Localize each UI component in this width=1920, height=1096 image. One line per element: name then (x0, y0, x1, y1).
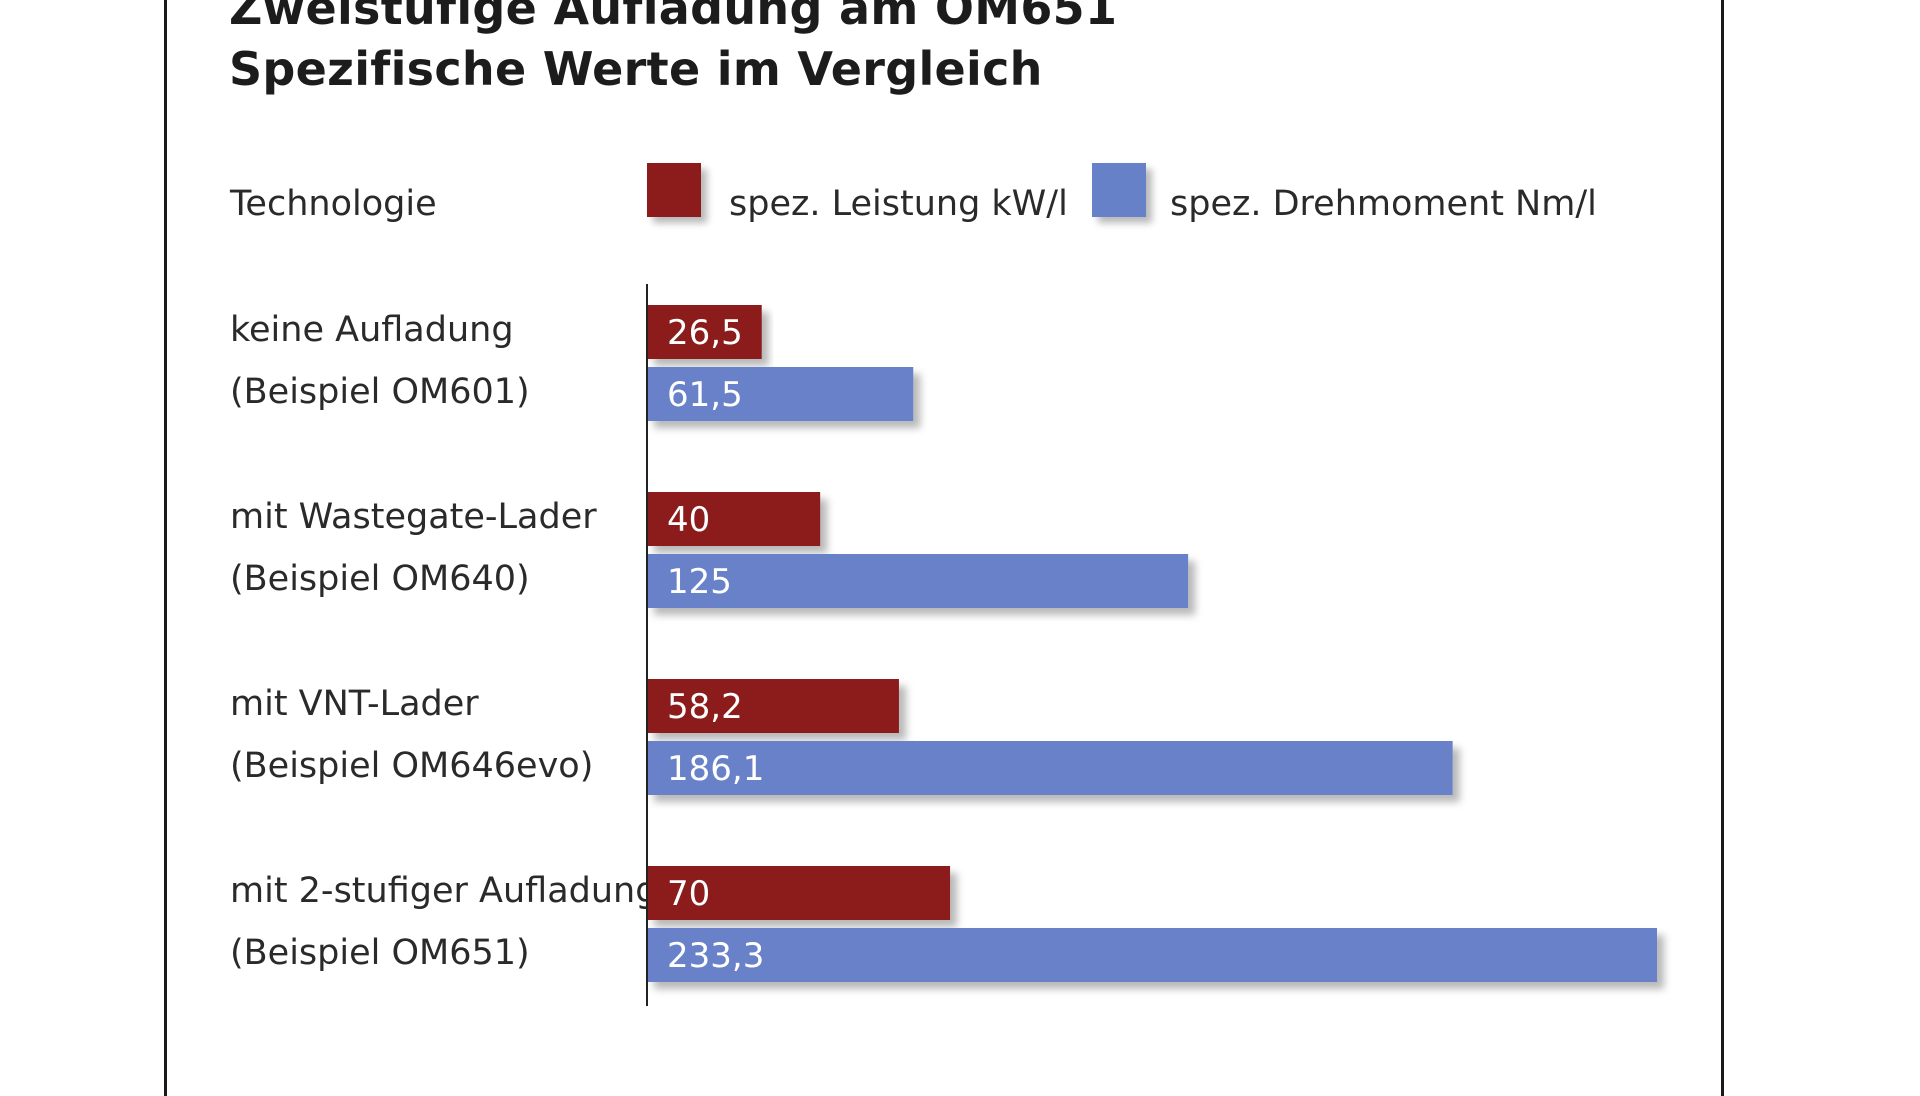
bar-value-drehmoment-4: 233,3 (667, 936, 764, 976)
category-label-1-line-2: (Beispiel OM601) (230, 372, 530, 412)
bar-value-drehmoment-1: 61,5 (667, 375, 743, 415)
bar-drehmoment-3 (647, 741, 1453, 795)
category-label-1-line-1: keine Aufladung (230, 310, 514, 350)
category-label-3-line-2: (Beispiel OM646evo) (230, 746, 594, 786)
chart-frame (164, 0, 1724, 1096)
bar-leistung-2 (647, 492, 821, 546)
legend-swatch-leistung (647, 163, 701, 217)
chart-title-line-1: Zweistufige Aufladung am OM651 (229, 0, 1118, 35)
category-label-3-line-1: mit VNT-Lader (230, 684, 479, 724)
category-header: Technologie (230, 184, 437, 224)
category-label-4-line-2: (Beispiel OM651) (230, 933, 530, 973)
category-label-2-line-1: mit Wastegate-Lader (230, 497, 597, 537)
bar-drehmoment-4 (647, 928, 1657, 982)
chart-title-line-2: Spezifische Werte im Vergleich (229, 42, 1043, 96)
bar-leistung-4 (647, 866, 951, 920)
chart-title: Zweistufige Aufladung am OM651 Spezifisc… (229, 0, 1117, 100)
bar-value-leistung-4: 70 (667, 874, 710, 914)
bar-value-leistung-1: 26,5 (667, 313, 743, 353)
legend-label-drehmoment: spez. Drehmoment Nm/l (1170, 184, 1597, 224)
bar-value-leistung-2: 40 (667, 500, 710, 540)
bar-value-leistung-3: 58,2 (667, 687, 743, 727)
bar-leistung-3 (647, 679, 899, 733)
bar-value-drehmoment-2: 125 (667, 562, 732, 602)
bar-leistung-1 (647, 305, 762, 359)
bar-drehmoment-1 (647, 367, 914, 421)
bar-value-drehmoment-3: 186,1 (667, 749, 764, 789)
bar-drehmoment-2 (647, 554, 1189, 608)
legend-label-leistung: spez. Leistung kW/l (729, 184, 1068, 224)
category-label-4-line-1: mit 2-stufiger Aufladung (230, 871, 658, 911)
legend-swatch-drehmoment (1092, 163, 1146, 217)
category-label-2-line-2: (Beispiel OM640) (230, 559, 530, 599)
